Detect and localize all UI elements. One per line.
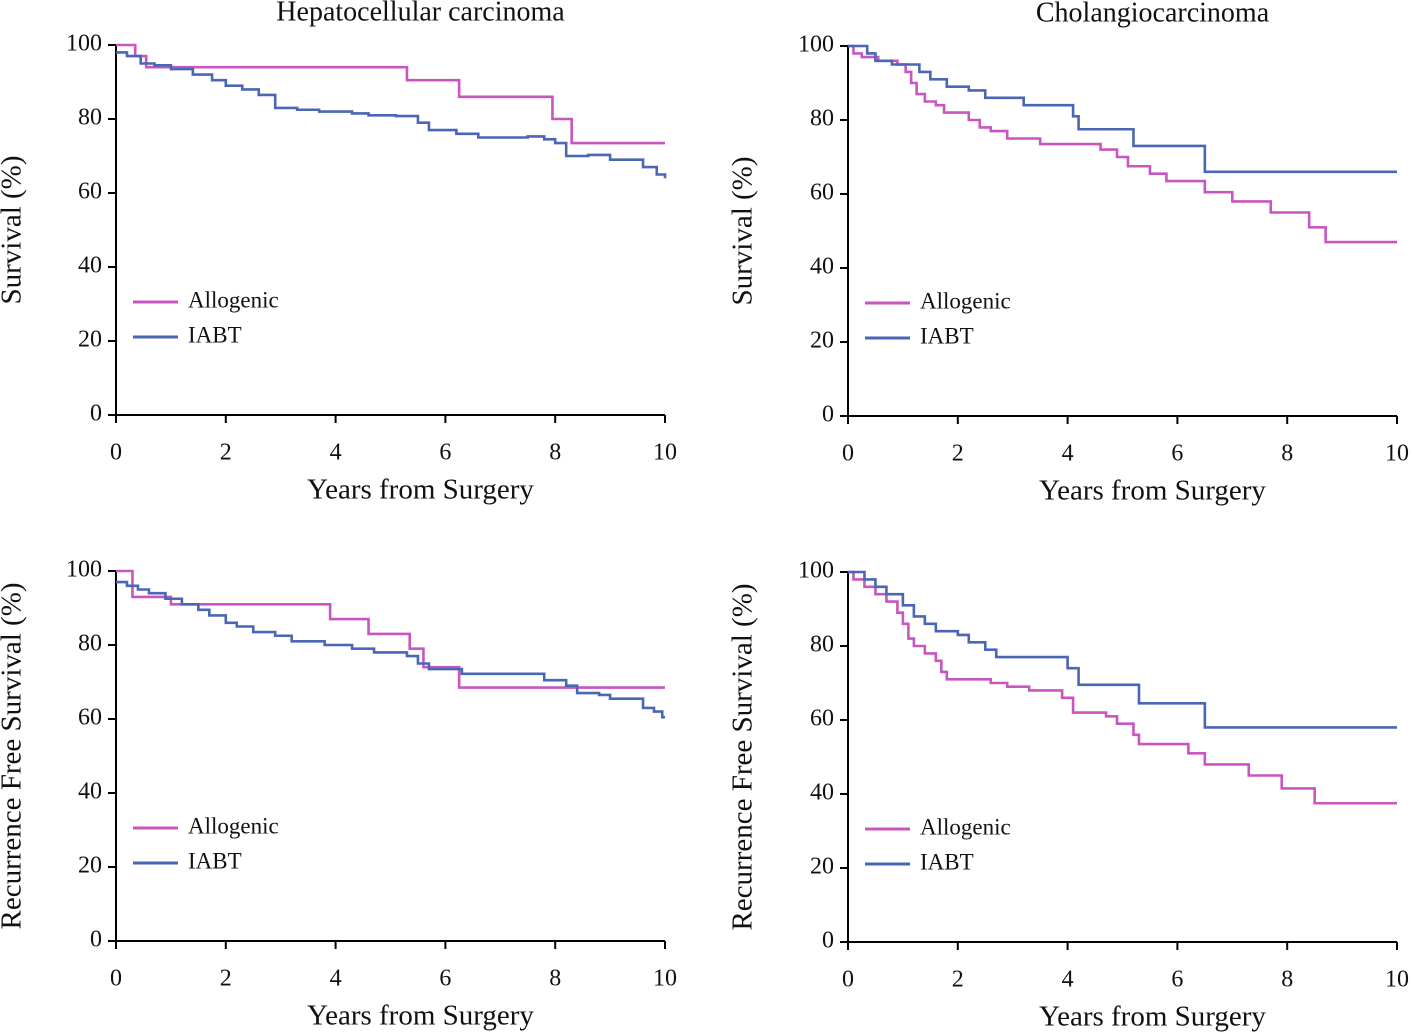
chart-title: Cholangiocarcinoma (1036, 0, 1270, 28)
y-axis-label: Survival (%) (0, 156, 28, 305)
chart-title: Hepatocellular carcinoma (276, 0, 565, 27)
x-tick-label: 2 (220, 966, 232, 992)
x-tick-label: 8 (1281, 967, 1293, 993)
x-axis-label: Years from Surgery (307, 1000, 534, 1032)
y-tick-label: 60 (810, 180, 834, 206)
x-axis-label: Years from Surgery (1039, 475, 1266, 507)
x-tick-label: 8 (1281, 441, 1293, 467)
y-tick-label: 0 (90, 927, 102, 953)
y-axis-label: Recurrence Free Survival (%) (0, 582, 28, 929)
x-tick-label: 2 (952, 441, 964, 467)
y-tick-label: 40 (810, 254, 834, 280)
y-tick-label: 20 (810, 328, 834, 354)
x-tick-label: 10 (1385, 441, 1409, 467)
y-tick-label: 20 (810, 854, 834, 880)
x-tick-label: 6 (1171, 441, 1183, 467)
x-axis-label: Years from Surgery (1039, 1001, 1266, 1033)
y-axis-label: Survival (%) (727, 157, 759, 306)
x-tick-label: 4 (1062, 441, 1074, 467)
y-tick-label: 80 (78, 631, 102, 657)
y-tick-label: 80 (810, 106, 834, 132)
y-tick-label: 80 (78, 105, 102, 131)
y-tick-label: 20 (78, 327, 102, 353)
survival-curve (116, 51, 667, 179)
y-tick-label: 40 (78, 253, 102, 279)
survival-curve (848, 570, 1397, 729)
y-tick-label: 0 (822, 402, 834, 428)
legend-label: IABT (188, 322, 242, 347)
y-tick-label: 20 (78, 853, 102, 879)
x-tick-label: 4 (330, 440, 342, 466)
x-tick-label: 4 (330, 966, 342, 992)
legend-label: IABT (920, 323, 974, 348)
y-tick-label: 80 (810, 632, 834, 658)
x-tick-label: 8 (549, 966, 561, 992)
x-tick-label: 6 (1171, 967, 1183, 993)
y-tick-label: 100 (66, 31, 102, 57)
x-tick-label: 0 (110, 966, 122, 992)
legend-label: IABT (188, 848, 242, 873)
survival-curve (848, 570, 1397, 805)
survival-curve (116, 43, 665, 145)
y-tick-label: 60 (78, 705, 102, 731)
x-tick-label: 2 (952, 967, 964, 993)
y-tick-label: 60 (810, 706, 834, 732)
survival-curve (116, 580, 665, 719)
y-tick-label: 40 (810, 780, 834, 806)
x-tick-label: 0 (110, 440, 122, 466)
legend-label: Allogenic (188, 813, 279, 838)
y-tick-label: 0 (90, 401, 102, 427)
legend-label: Allogenic (188, 287, 279, 312)
survival-curve (848, 44, 1397, 174)
y-tick-label: 60 (78, 179, 102, 205)
x-tick-label: 0 (842, 967, 854, 993)
y-tick-label: 100 (798, 32, 834, 58)
x-tick-label: 10 (1385, 967, 1409, 993)
legend-label: Allogenic (920, 814, 1011, 839)
x-tick-label: 6 (439, 966, 451, 992)
x-tick-label: 10 (653, 966, 677, 992)
x-axis-label: Years from Surgery (307, 474, 534, 506)
x-tick-label: 4 (1062, 967, 1074, 993)
legend-label: IABT (920, 849, 974, 874)
y-tick-label: 100 (66, 557, 102, 583)
y-tick-label: 100 (798, 558, 834, 584)
legend-label: Allogenic (920, 288, 1011, 313)
x-tick-label: 10 (653, 440, 677, 466)
y-axis-label: Recurrence Free Survival (%) (727, 583, 759, 930)
y-tick-label: 40 (78, 779, 102, 805)
x-tick-label: 2 (220, 440, 232, 466)
survival-curve (116, 569, 665, 689)
y-tick-label: 0 (822, 928, 834, 954)
x-tick-label: 0 (842, 441, 854, 467)
x-tick-label: 6 (439, 440, 451, 466)
x-tick-label: 8 (549, 440, 561, 466)
